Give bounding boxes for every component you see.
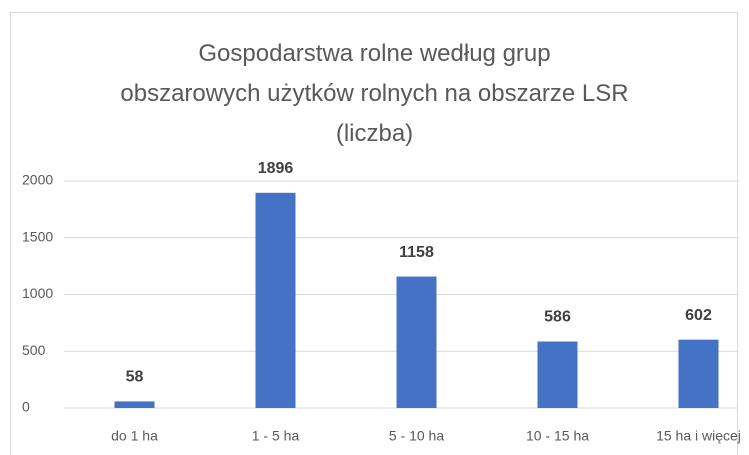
bar [396,276,437,408]
value-label: 586 [544,309,571,326]
y-tick-label: 500 [22,342,46,358]
y-tick-label: 1500 [22,228,53,244]
y-tick-label: 0 [22,399,30,415]
bar [537,341,578,408]
value-label: 1896 [258,160,294,177]
y-tick-label: 2000 [22,172,53,188]
x-tick-label: 15 ha i więcej [656,428,741,444]
x-tick-label: 1 - 5 ha [252,428,300,444]
chart-frame [10,12,738,455]
value-label: 602 [685,307,712,324]
x-tick-label: 5 - 10 ha [389,428,444,444]
value-label: 1158 [399,244,434,261]
chart-title: Gospodarstwa rolne według grup obszarowy… [120,40,629,147]
bar [678,339,719,408]
bar [114,401,155,408]
bar [255,192,296,408]
x-tick-label: do 1 ha [111,428,158,444]
y-tick-label: 1000 [22,285,53,301]
x-tick-label: 10 - 15 ha [526,428,589,444]
value-label: 58 [126,369,144,386]
